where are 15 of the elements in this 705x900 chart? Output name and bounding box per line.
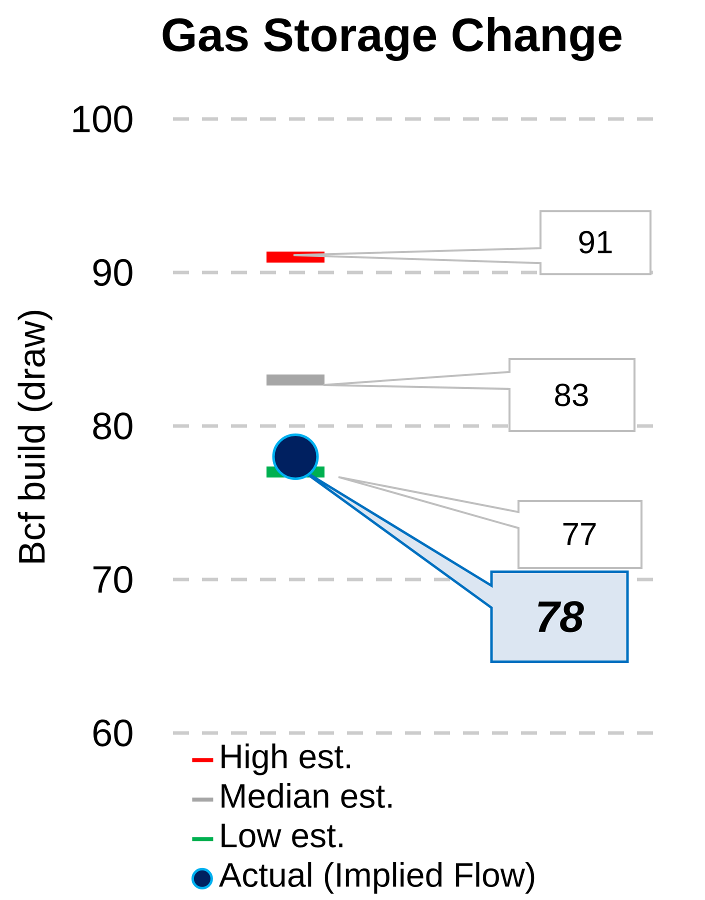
y-tick-label: 80 (93, 412, 132, 440)
chart-title: Gas Storage Change (162, 16, 622, 62)
legend-label: Actual (Implied Flow) (218, 862, 534, 894)
annotation: 83 (555, 384, 588, 406)
y-tick-label: 100 (73, 106, 132, 132)
y-tick-label: 70 (93, 566, 132, 593)
y-tick-label: 60 (93, 720, 132, 746)
y-axis-title: Bcf build (draw) (18, 310, 52, 562)
annotation: 91 (579, 230, 612, 254)
legend-label: High est. (222, 744, 350, 776)
annotation: 77 (563, 523, 596, 546)
legend-label: Median est. (222, 783, 392, 808)
legend-label: Low est. (222, 824, 342, 848)
annotation: 78 (538, 601, 584, 632)
y-tick-label: 90 (93, 259, 132, 286)
